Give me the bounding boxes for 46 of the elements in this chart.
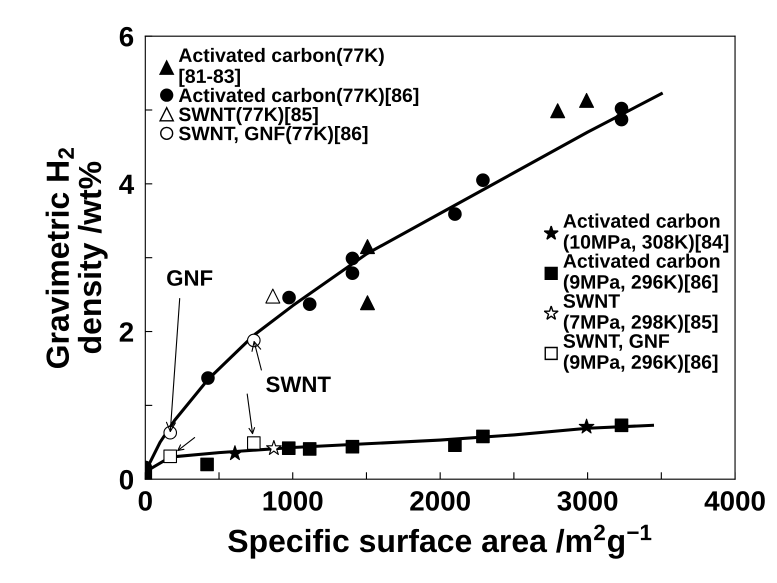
point bbox=[163, 450, 178, 464]
point bbox=[302, 297, 316, 312]
legend-label: Activated carbon (10MPa, 308K)[84] bbox=[563, 214, 728, 253]
point bbox=[266, 440, 282, 455]
point bbox=[346, 252, 360, 266]
y-tick-label: 4 bbox=[119, 174, 134, 194]
legend-label: Activated carbon(77K)[86] bbox=[178, 88, 418, 106]
point bbox=[346, 440, 360, 454]
point bbox=[360, 295, 375, 310]
point bbox=[614, 102, 628, 116]
x-tick-label: 2000 bbox=[410, 491, 470, 511]
point bbox=[265, 288, 280, 304]
point bbox=[448, 207, 462, 221]
x-axis-title: Specific surface area /m$^{2}$g$^{−1}$ bbox=[228, 524, 652, 559]
legend-label: SWNT, GNF (9MPa, 296K)[86] bbox=[563, 334, 718, 373]
point bbox=[282, 441, 296, 456]
point bbox=[614, 418, 628, 432]
legend-label: SWNT, GNF(77K)[86] bbox=[178, 126, 368, 144]
y-tick-label: 0 bbox=[120, 470, 134, 490]
annotation: SWNT bbox=[266, 376, 331, 392]
y-axis-title: Gravimetric H$_{2}$ density /wt% bbox=[46, 148, 108, 368]
point bbox=[200, 458, 214, 472]
point bbox=[227, 445, 243, 460]
x-tick-label: 0 bbox=[138, 491, 152, 511]
annotation: GNF bbox=[167, 270, 212, 286]
point bbox=[282, 290, 296, 304]
x-tick-label: 3000 bbox=[557, 491, 618, 511]
y-tick-label: 2 bbox=[120, 322, 134, 342]
x-tick-label: 4000 bbox=[704, 491, 765, 511]
point bbox=[302, 442, 316, 456]
legend-label: SWNT(77K)[85] bbox=[178, 106, 318, 126]
legend-label: Activated carbon(77K) [81-83] bbox=[178, 48, 384, 87]
point bbox=[346, 266, 360, 280]
x-tick-label: 1000 bbox=[264, 491, 322, 511]
point bbox=[448, 438, 462, 452]
legend-label: Activated carbon (9MPa, 296K)[86] bbox=[563, 254, 720, 293]
point bbox=[360, 239, 375, 254]
y-tick-label: 6 bbox=[120, 26, 134, 46]
point bbox=[201, 371, 215, 385]
point bbox=[550, 103, 566, 118]
legend-label: SWNT (7MPa, 298K)[85] bbox=[563, 294, 718, 333]
point bbox=[614, 112, 628, 126]
point bbox=[476, 430, 490, 444]
point bbox=[476, 173, 490, 187]
point bbox=[579, 92, 594, 108]
point bbox=[578, 418, 594, 434]
